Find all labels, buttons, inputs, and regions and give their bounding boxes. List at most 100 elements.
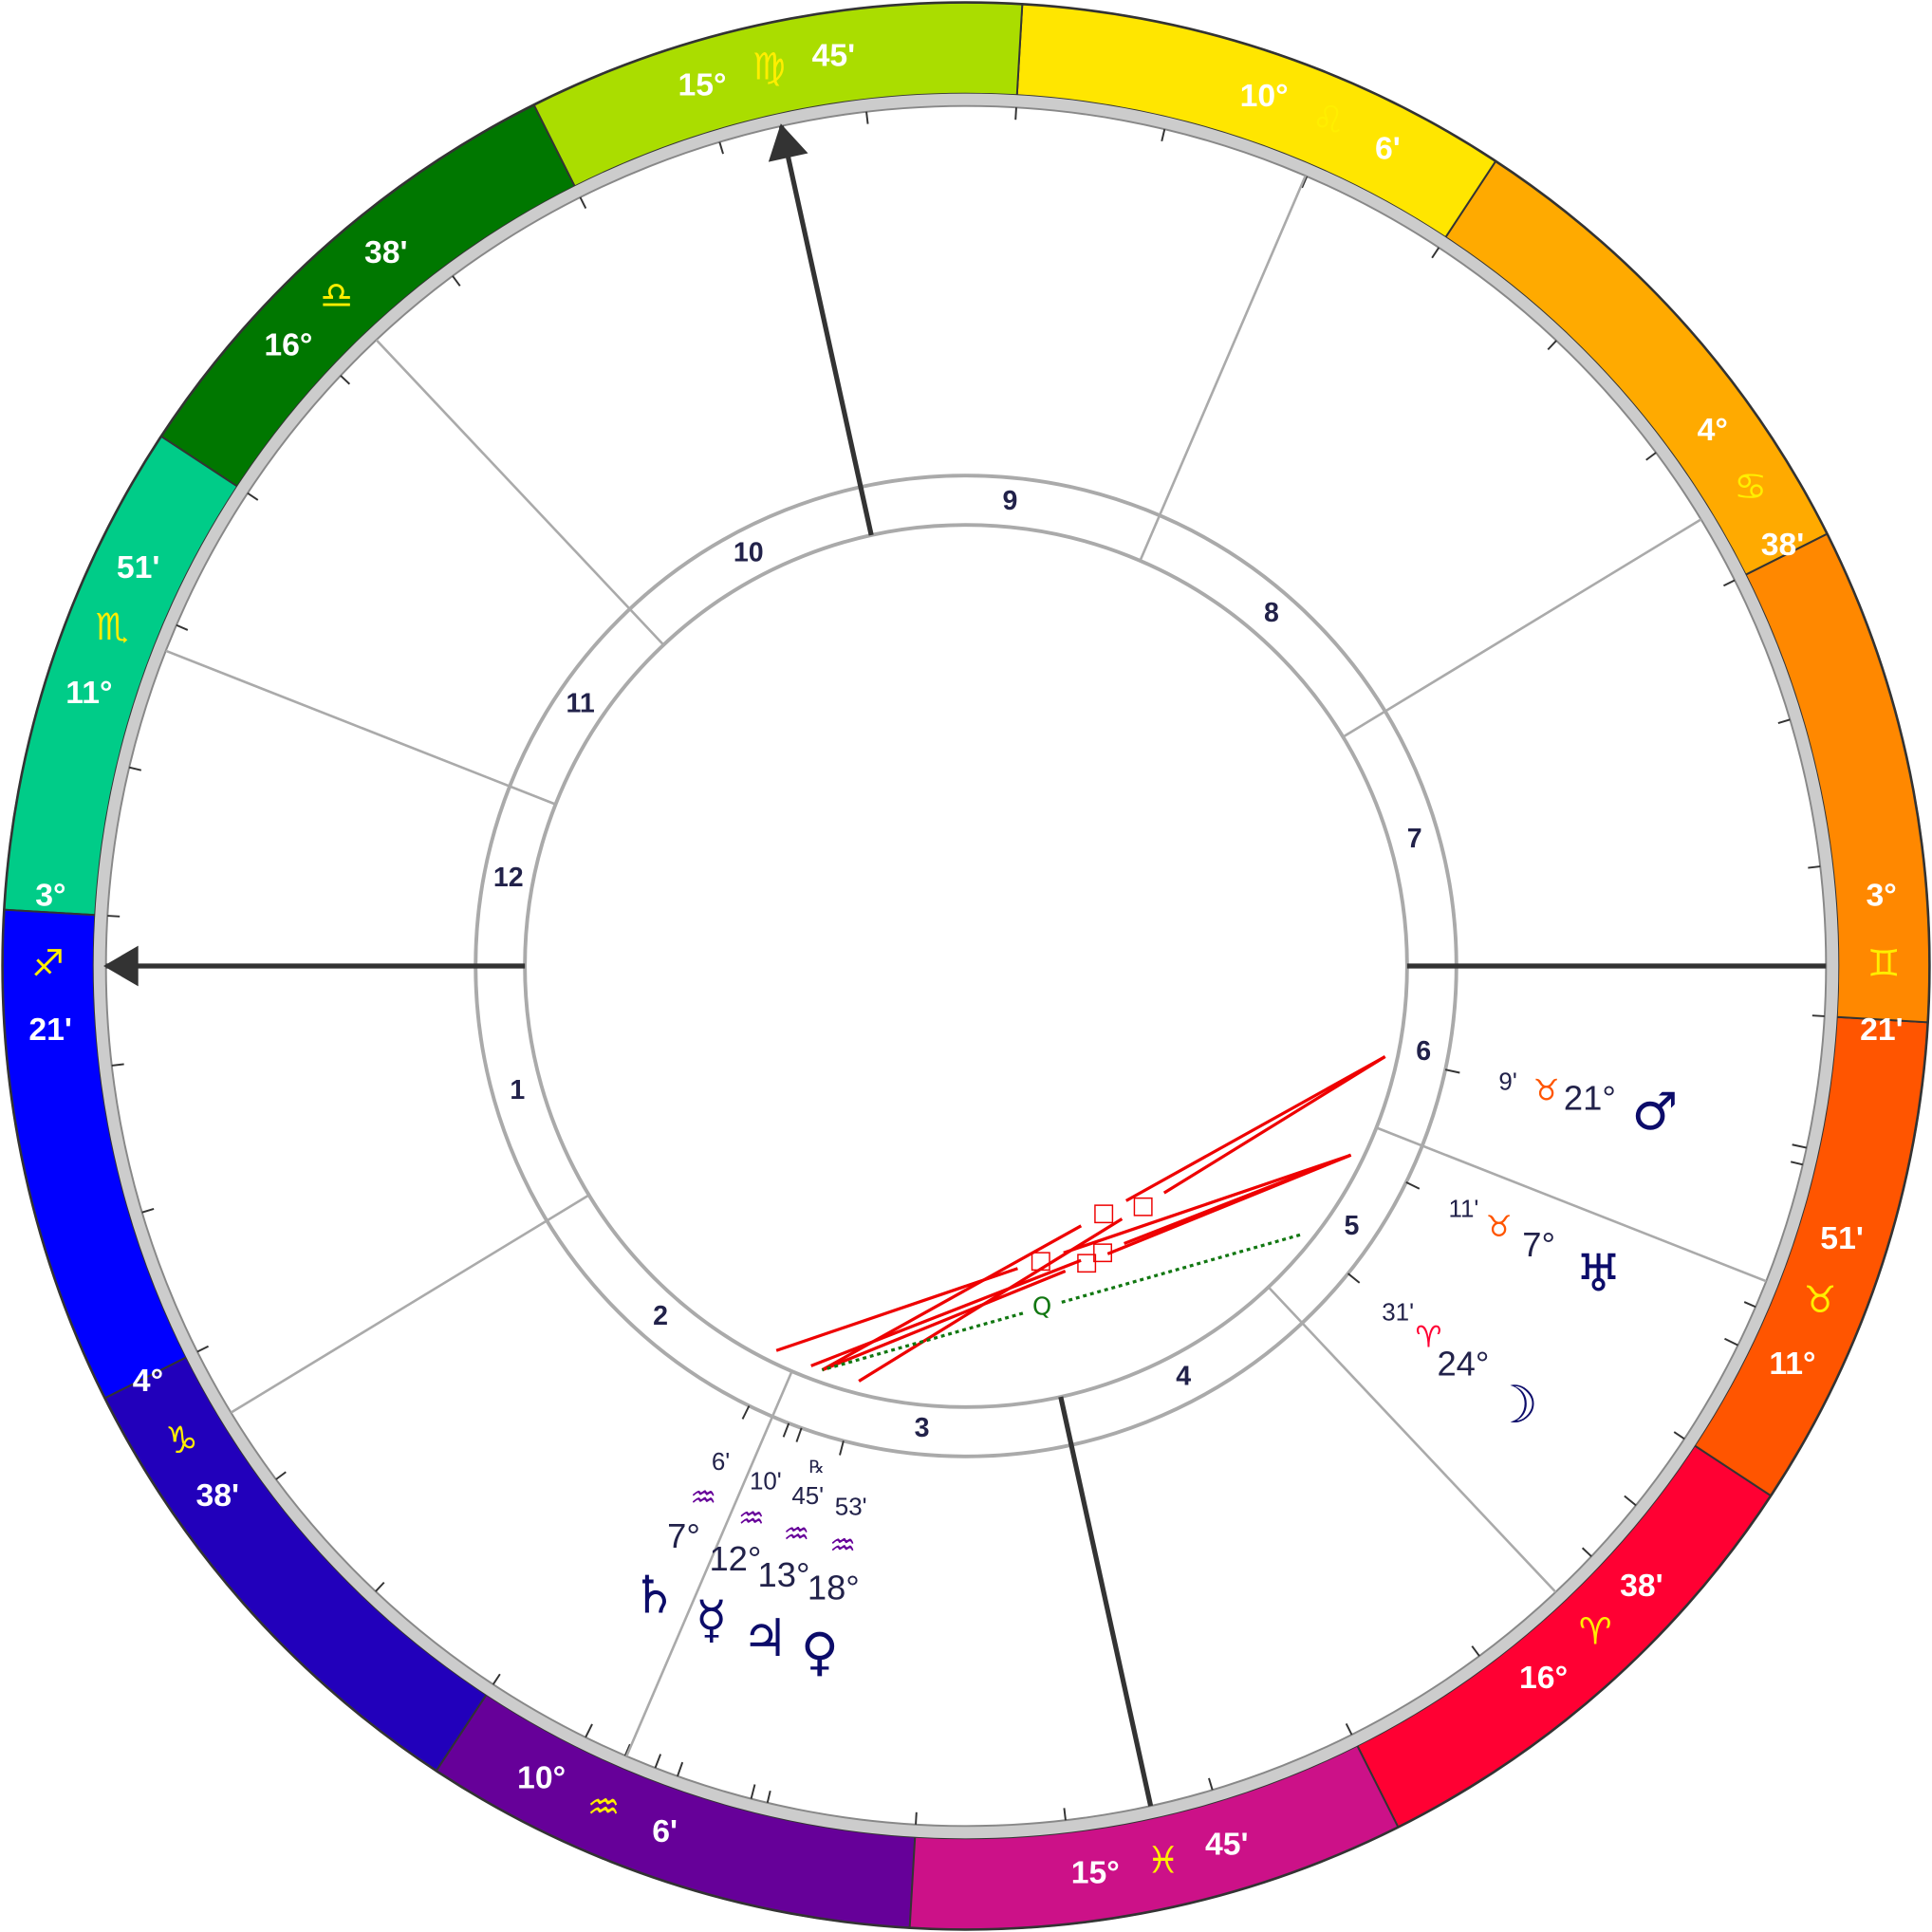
planet-glyph: ♃ [742, 1607, 789, 1668]
degree-tick [275, 1471, 287, 1480]
aspect-symbol: □ [1092, 1198, 1116, 1227]
planet-degree: 24° [1437, 1344, 1489, 1383]
cusp-degree: 10° [1240, 78, 1289, 114]
house-number: 8 [1264, 598, 1279, 628]
cusp-minutes: 21' [1860, 1012, 1904, 1048]
house-number: 12 [493, 863, 524, 893]
axis-arrow [103, 945, 139, 987]
planet-degree: 7° [1522, 1225, 1555, 1264]
cusp-minutes: 51' [1820, 1220, 1864, 1256]
aspect-symbol: Q [1032, 1293, 1051, 1322]
degree-tick [623, 1743, 631, 1756]
degree-tick [492, 1673, 501, 1685]
cusp-minutes: 21' [28, 1012, 72, 1048]
cusp-degree: 4° [1698, 412, 1728, 448]
cusp-minutes: 6' [1375, 131, 1401, 167]
cusp-sign: ♓ [1146, 1839, 1180, 1882]
degree-tick [141, 1208, 155, 1214]
house-number: 1 [510, 1075, 525, 1105]
cusp-sign: ♋ [1734, 466, 1767, 509]
cusp-degree: 11° [1769, 1346, 1815, 1382]
cusp-minutes: 45' [1205, 1826, 1249, 1862]
house-number: 4 [1176, 1362, 1191, 1392]
cusp-minutes: 6' [652, 1813, 678, 1849]
cusp-sign: ♉ [1804, 1279, 1837, 1322]
house-cusp [375, 339, 665, 646]
planet-sign: ♉ [1486, 1210, 1513, 1244]
cusp-degree: 16° [264, 326, 312, 362]
degree-tick [375, 1581, 385, 1592]
planet-sign: ♉ [1533, 1073, 1560, 1107]
aspect-line [821, 1311, 1024, 1372]
aspect-line [810, 1258, 1082, 1367]
aspect-line [775, 1267, 1018, 1352]
degree-tick [1345, 1723, 1353, 1736]
planet-tick [1624, 1495, 1637, 1507]
house-number: 9 [1002, 486, 1017, 516]
planet-tick [1405, 1181, 1421, 1190]
degree-tick [1743, 1301, 1756, 1309]
degree-tick [1811, 1014, 1825, 1017]
cusp-minutes: 38' [364, 234, 408, 270]
axis-arrow [768, 123, 808, 162]
planet-tick [654, 1754, 662, 1769]
degree-tick [1014, 107, 1017, 121]
cusp-degree: 15° [678, 66, 726, 102]
aspect-line [1063, 1153, 1352, 1254]
planet-minutes: 6' [712, 1447, 730, 1476]
retrograde: ℞ [808, 1458, 824, 1477]
planet-sign: ♒ [783, 1517, 809, 1551]
degree-tick [1431, 247, 1440, 259]
planet-tick [1724, 1337, 1738, 1347]
planet-tick [795, 1427, 803, 1442]
house-number: 11 [567, 688, 595, 718]
planet-glyph: ♄ [631, 1564, 678, 1625]
planet-minutes: 11' [1448, 1195, 1478, 1223]
planet-tick [782, 1422, 790, 1438]
planet-tick [1792, 1143, 1808, 1149]
planet-sign: ♒ [738, 1502, 765, 1536]
house-number: 5 [1344, 1211, 1359, 1241]
angle-axis [778, 125, 874, 536]
cusp-degree: 15° [1071, 1855, 1120, 1891]
house-cusp [625, 1370, 793, 1757]
degree-tick [1790, 1161, 1804, 1166]
planet-minutes: 53' [835, 1492, 867, 1520]
planet-sign: ♒ [829, 1529, 856, 1563]
house-cusp [1376, 1126, 1767, 1283]
planet-degree: 21° [1564, 1079, 1616, 1118]
planet-minutes: 10' [750, 1467, 782, 1495]
house-number: 7 [1407, 824, 1422, 854]
cusp-minutes: 38' [1761, 527, 1805, 563]
cusp-minutes: 51' [117, 549, 160, 585]
planet-glyph: ♂ [1632, 1081, 1679, 1142]
aspect-line [1124, 1055, 1386, 1202]
degree-tick [111, 1063, 124, 1067]
degree-tick [1723, 579, 1736, 587]
degree-tick [1547, 340, 1557, 351]
degree-tick [718, 141, 724, 155]
cusp-minutes: 38' [196, 1477, 240, 1514]
degree-tick [1063, 1808, 1067, 1821]
planet-tick [839, 1440, 845, 1456]
degree-tick [1673, 1431, 1685, 1440]
degree-tick [1471, 1645, 1480, 1657]
planet-glyph: ♅ [1575, 1243, 1622, 1304]
cusp-sign: ♒ [587, 1786, 621, 1829]
degree-tick [1581, 1547, 1592, 1557]
planet-degree: 13° [758, 1555, 810, 1594]
planet-tick [1444, 1068, 1460, 1074]
cusp-sign: ♊ [1867, 942, 1901, 985]
planet-tick [1347, 1273, 1361, 1284]
degree-tick [1808, 865, 1821, 869]
planet-sign: ♒ [690, 1480, 716, 1514]
cusp-minutes: 45' [812, 38, 856, 74]
aspect-line [1162, 1055, 1386, 1195]
cusp-degree: 16° [1519, 1660, 1568, 1696]
cusp-degree: 10° [517, 1760, 566, 1796]
degree-tick [915, 1811, 918, 1825]
house-cusp [230, 1194, 590, 1414]
degree-tick [865, 111, 869, 124]
cusp-sign: ♏ [95, 606, 128, 649]
